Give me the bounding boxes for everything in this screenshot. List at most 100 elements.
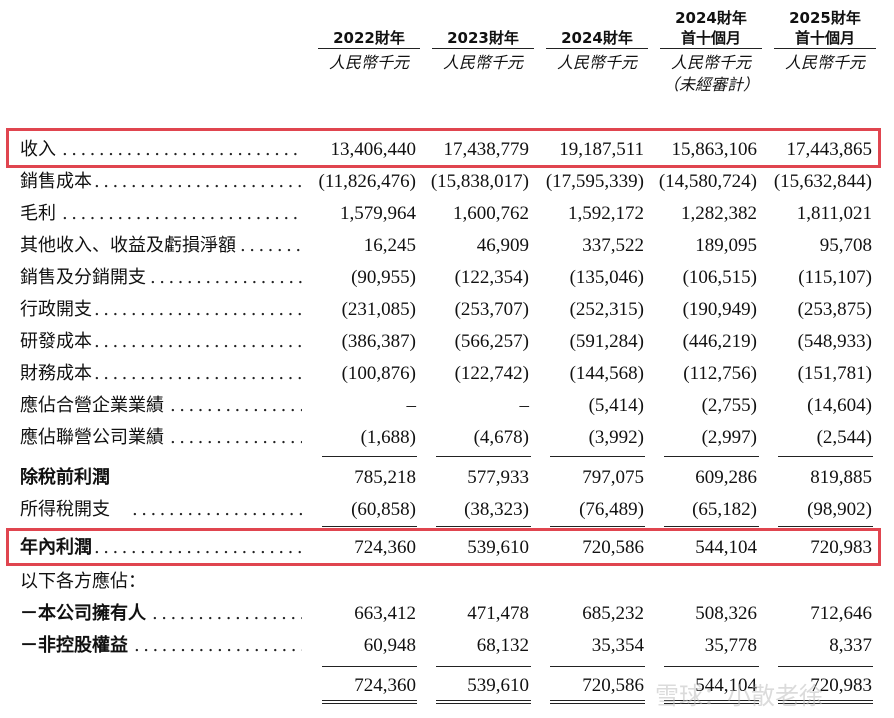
header-year: 2024財年 (546, 28, 648, 49)
cell: 1,592,172 (568, 203, 644, 224)
header-line1 (318, 8, 420, 28)
cell: (231,085) (341, 299, 416, 320)
cell: (106,515) (682, 267, 757, 288)
header-unit: 人民幣千元 (328, 55, 409, 72)
row-label: 除稅前利潤 (20, 467, 110, 488)
double-rule (550, 700, 645, 701)
cell: (115,107) (798, 267, 872, 288)
cell: (591,284) (569, 331, 644, 352)
header-col-2025-10m: 2025財年 首十個月 人民幣千元 (774, 0, 876, 75)
subtotal-rule (436, 526, 531, 527)
cell: 539,610 (467, 537, 529, 558)
header-year: 2022財年 (318, 28, 420, 49)
cell: 609,286 (695, 467, 757, 488)
row-label: 應佔聯營公司業績 (20, 427, 164, 448)
row-label: 以下各方應佔： (20, 571, 146, 592)
cell: (253,875) (797, 299, 872, 320)
row-profit-for-year: 年內利潤 ...................................… (0, 532, 894, 564)
cell: (190,949) (682, 299, 757, 320)
cell: 544,104 (695, 537, 757, 558)
leader-dots: ........................................… (94, 363, 302, 384)
leader-dots: ........................................… (150, 267, 302, 288)
cell: (17,595,339) (545, 171, 644, 192)
subtotal-rule (436, 666, 531, 667)
row-income-tax: 所得稅開支 ..................................… (0, 494, 894, 526)
leader-dots: ........................................… (132, 499, 302, 520)
leader-dots: ........................................… (94, 299, 302, 320)
double-rule (322, 700, 417, 701)
cell: (112,756) (683, 363, 757, 384)
leader-dots: ........................................… (170, 427, 302, 448)
row-total-attributable: 724,360 539,610 720,586 544,104 720,983 (0, 670, 894, 702)
header-line1 (432, 8, 534, 28)
row-label: 收入 (20, 139, 56, 160)
subtotal-rule (436, 456, 531, 457)
double-rule (664, 703, 759, 704)
cell: (76,489) (579, 499, 644, 520)
cell: 13,406,440 (330, 139, 417, 160)
row-label: 財務成本 (20, 363, 92, 384)
cell: (60,858) (351, 499, 416, 520)
cell: 8,337 (829, 635, 872, 656)
row-rnd-costs: 研發成本 ...................................… (0, 326, 894, 358)
leader-dots: ........................................… (94, 171, 302, 192)
row-finance-costs: 財務成本 ...................................… (0, 358, 894, 390)
cell: 724,360 (354, 537, 416, 558)
cell: 35,354 (591, 635, 644, 656)
row-profit-before-tax: 除稅前利潤 785,218 577,933 797,075 609,286 81… (0, 462, 894, 494)
cell: 1,811,021 (796, 203, 872, 224)
cell: – (406, 395, 417, 416)
cell: – (519, 395, 530, 416)
cell: 17,438,779 (443, 139, 530, 160)
subtotal-rule (322, 666, 417, 667)
cell: 471,478 (467, 603, 529, 624)
cell: (446,219) (682, 331, 757, 352)
subtotal-rule (778, 526, 873, 527)
subtotal-rule (664, 666, 759, 667)
row-nci: －非控股權益 .................................… (0, 630, 894, 662)
cell: (1,688) (360, 427, 416, 448)
header-col-2022: 2022財年 人民幣千元 (318, 0, 420, 75)
row-label: 行政開支 (20, 299, 92, 320)
subtotal-rule (778, 456, 873, 457)
cell: (386,387) (341, 331, 416, 352)
row-label: －本公司擁有人 (20, 603, 146, 624)
cell: 1,282,382 (681, 203, 757, 224)
cell: (2,997) (701, 427, 757, 448)
row-label: 研發成本 (20, 331, 92, 352)
header-col-2023: 2023財年 人民幣千元 (432, 0, 534, 75)
row-label: 應佔合營企業業績 (20, 395, 164, 416)
cell: 712,646 (810, 603, 872, 624)
cell: 15,863,106 (671, 139, 758, 160)
leader-dots: ........................................… (240, 235, 302, 256)
cell: 797,075 (582, 467, 644, 488)
subtotal-rule (322, 456, 417, 457)
header-line1: 2025財年 (789, 9, 861, 27)
header-col-2024: 2024財年 人民幣千元 (546, 0, 648, 75)
cell: 785,218 (354, 467, 416, 488)
header-note: （未經審計） (662, 77, 759, 94)
leader-dots: ........................................… (152, 603, 302, 624)
header-line1 (546, 8, 648, 28)
cell: (548,933) (797, 331, 872, 352)
cell: (5,414) (588, 395, 644, 416)
leader-dots: ........................................… (94, 537, 302, 558)
row-share-jv: 應佔合營企業業績 ...............................… (0, 390, 894, 422)
header-year: 2023財年 (432, 28, 534, 49)
double-rule (436, 700, 531, 701)
cell: (15,632,844) (773, 171, 872, 192)
row-label: 其他收入、收益及虧損淨額 (20, 235, 236, 256)
cell: 720,983 (810, 675, 872, 696)
cell: 60,948 (363, 635, 416, 656)
cell: (253,707) (454, 299, 529, 320)
cell: 724,360 (354, 675, 416, 696)
double-rule (778, 700, 873, 701)
cell: 16,245 (363, 235, 416, 256)
cell: (11,826,476) (318, 171, 416, 192)
cell: 720,586 (582, 537, 644, 558)
row-label: －非控股權益 (20, 635, 128, 656)
cell: 685,232 (582, 603, 644, 624)
cell: (38,323) (464, 499, 529, 520)
cell: 1,600,762 (453, 203, 529, 224)
cell: 577,933 (467, 467, 529, 488)
